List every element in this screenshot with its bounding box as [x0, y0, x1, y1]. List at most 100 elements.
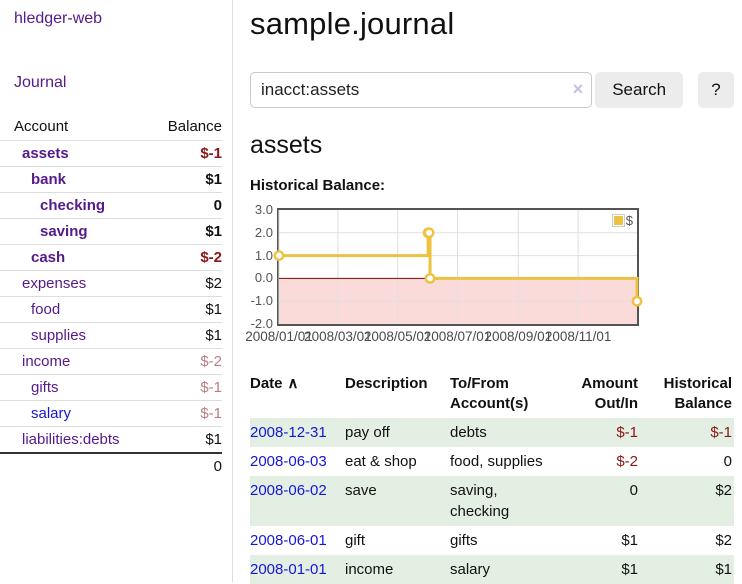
accounts-table: Account Balance assets $-1 bank $1 checking 0…: [0, 114, 222, 479]
transaction-accounts: gifts: [450, 532, 478, 549]
transaction-balance: $2: [715, 532, 732, 549]
app-title-link[interactable]: hledger-web: [14, 10, 103, 27]
transaction-amount: $1: [621, 532, 638, 549]
transaction-description: pay off: [345, 424, 390, 441]
transaction-balance: $2: [715, 482, 732, 499]
account-link[interactable]: gifts: [31, 379, 59, 396]
sort-ascending-icon: ∧: [287, 375, 299, 392]
y-axis-tick-label: 1.0: [254, 247, 273, 263]
register-row: 2008-06-01 gift gifts $1 $2: [250, 526, 734, 555]
transaction-accounts: salary: [450, 561, 491, 578]
historical-balance-chart: $ 3.0 2.0 1.0 0.0 -1.0 -2.0 2008/01/01 2008/03/…: [245, 202, 734, 350]
account-link[interactable]: food: [31, 301, 61, 318]
register-col-balance: Historical Balance: [663, 375, 732, 412]
account-row: saving $1: [0, 218, 222, 245]
account-link[interactable]: checking: [40, 197, 106, 214]
register-row: 2008-01-01 income salary $1 $1: [250, 555, 734, 584]
transaction-date-link[interactable]: 2008-12-31: [250, 424, 327, 441]
transaction-description: gift: [345, 532, 366, 549]
account-balance: $-2: [200, 249, 222, 266]
account-row: supplies $1: [0, 322, 222, 349]
search-form: × Search ?: [250, 72, 734, 108]
search-button[interactable]: Search: [595, 72, 684, 108]
transaction-amount: $-2: [616, 453, 638, 470]
accounts-total-value: 0: [111, 452, 222, 479]
y-axis-tick-label: -2.0: [250, 316, 273, 331]
clear-search-icon[interactable]: ×: [572, 79, 584, 99]
register-col-date[interactable]: Date ∧: [250, 375, 299, 392]
account-link[interactable]: supplies: [31, 327, 87, 344]
transaction-balance: $1: [715, 561, 732, 578]
register-col-accounts: To/From Account(s): [450, 375, 529, 412]
account-balance: $-2: [200, 353, 222, 370]
transaction-amount: $-1: [616, 424, 638, 441]
account-row: gifts $-1: [0, 374, 222, 401]
register-header-row: Date ∧ Description To/From Account(s) Amo…: [250, 370, 734, 418]
account-balance: $1: [205, 301, 222, 318]
account-title: assets: [250, 131, 323, 159]
x-axis-tick-label: 2008/11/01: [544, 329, 612, 344]
page-title: sample.journal: [250, 6, 455, 41]
x-axis-tick-label: 2008/07/01: [423, 329, 492, 344]
data-point-marker: [424, 273, 436, 284]
main-content: sample.journal × Search ? assets Histori…: [233, 0, 742, 584]
transaction-amount: 0: [629, 482, 638, 499]
register-col-description: Description: [345, 375, 428, 392]
transaction-balance: $-1: [710, 424, 732, 441]
transaction-date-link[interactable]: 2008-06-03: [250, 453, 327, 470]
account-balance: $1: [205, 431, 222, 448]
account-row: salary $-1: [0, 400, 222, 427]
data-point-marker: [423, 227, 435, 239]
transaction-accounts: debts: [450, 424, 487, 441]
search-box: ×: [250, 72, 593, 108]
y-axis-tick-label: -1.0: [250, 293, 273, 309]
accounts-total-row: 0: [0, 452, 222, 479]
account-balance: $1: [205, 223, 222, 240]
y-axis-tick-label: 2.0: [254, 224, 273, 240]
chart-canvas: [273, 210, 643, 324]
account-link[interactable]: assets: [22, 145, 69, 162]
account-balance: $-1: [200, 405, 222, 422]
transaction-date-link[interactable]: 2008-01-01: [250, 561, 327, 578]
account-balance: $2: [205, 275, 222, 292]
account-link[interactable]: expenses: [22, 275, 87, 292]
account-row: food $1: [0, 296, 222, 323]
transaction-description: income: [345, 561, 394, 578]
help-button[interactable]: ?: [698, 72, 734, 108]
register-col-amount: Amount Out/In: [581, 375, 638, 412]
chart-plot-area[interactable]: $: [273, 208, 643, 326]
search-input[interactable]: [250, 72, 593, 108]
account-balance: 0: [213, 197, 222, 214]
account-balance: $1: [205, 171, 222, 188]
account-balance: $1: [205, 327, 222, 344]
transaction-amount: $1: [621, 561, 638, 578]
sidebar-item-journal[interactable]: Journal: [14, 74, 67, 91]
transaction-description: save: [345, 482, 377, 499]
legend-label: $: [625, 213, 633, 228]
account-row: bank $1: [0, 166, 222, 193]
account-link[interactable]: salary: [31, 405, 72, 422]
account-balance: $-1: [200, 145, 222, 162]
transaction-date-link[interactable]: 2008-06-01: [250, 532, 327, 549]
chart-legend: $: [611, 213, 633, 228]
account-row: assets $-1: [0, 140, 222, 167]
account-row: income $-2: [0, 348, 222, 375]
transaction-balance: 0: [723, 453, 732, 470]
x-axis-tick-label: 2008/09/01: [484, 329, 553, 344]
register-table: Date ∧ Description To/From Account(s) Amo…: [250, 370, 734, 584]
register-row: 2008-06-03 eat & shop food, supplies $-2 0: [250, 447, 734, 476]
account-link[interactable]: cash: [31, 249, 66, 266]
transaction-accounts: saving, checking: [450, 482, 510, 520]
account-link[interactable]: bank: [31, 171, 67, 188]
x-axis-tick-label: 2008/01/01: [245, 329, 313, 344]
transaction-accounts: food, supplies: [450, 453, 543, 470]
x-axis-tick-label: 2008/03/01: [304, 329, 372, 344]
account-row: expenses $2: [0, 270, 222, 297]
y-axis-tick-label: 0.0: [254, 270, 273, 286]
x-axis-tick-label: 2008/05/01: [363, 329, 432, 344]
account-link[interactable]: liabilities:debts: [22, 431, 120, 448]
account-link[interactable]: income: [22, 353, 71, 370]
transaction-date-link[interactable]: 2008-06-02: [250, 482, 327, 499]
account-link[interactable]: saving: [40, 223, 88, 240]
